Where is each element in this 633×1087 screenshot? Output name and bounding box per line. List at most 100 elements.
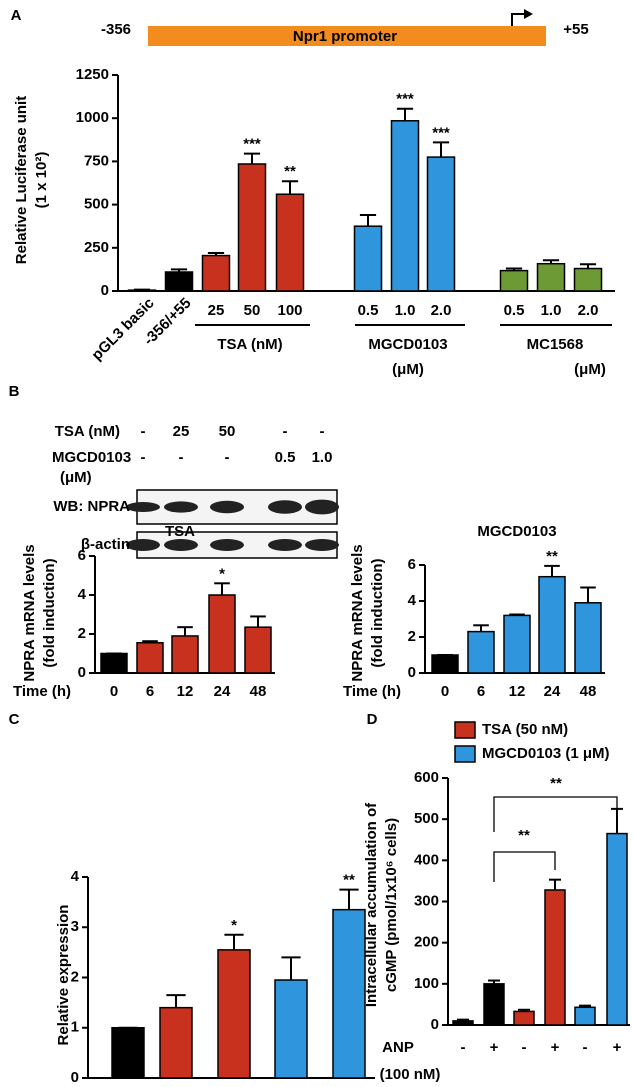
y-tick-label: 3 <box>71 918 79 935</box>
blot-lane-value: - <box>141 423 146 440</box>
bar <box>136 642 164 674</box>
x-tick-label: 6 <box>146 683 154 700</box>
blot-lane-value: - <box>225 449 230 466</box>
bar <box>606 832 628 1026</box>
bar <box>237 163 267 292</box>
bar <box>467 630 495 674</box>
tss-arrow <box>511 13 526 26</box>
x-tick-label: - <box>583 1039 588 1056</box>
x-tick-label: + <box>551 1039 560 1056</box>
x-tick-label: 0 <box>441 683 449 700</box>
x-tick-label: 48 <box>250 683 267 700</box>
x-axis-label: Time (h) <box>343 683 401 700</box>
bar <box>544 889 566 1026</box>
y-axis-label: Relative Luciferase unit <box>13 96 30 264</box>
bar <box>431 654 459 674</box>
bar <box>100 652 128 674</box>
x-tick-label: 12 <box>509 683 526 700</box>
bar <box>573 267 603 292</box>
bar <box>275 193 305 292</box>
chart-title: MGCD0103 <box>477 523 556 540</box>
x-tick-label: 6 <box>477 683 485 700</box>
blot-lane-value: - <box>179 449 184 466</box>
y-tick-label: 2 <box>78 625 86 642</box>
blot-band <box>126 539 160 551</box>
legend-swatch <box>454 745 476 763</box>
bar <box>332 908 366 1079</box>
x-axis-label: (100 nM) <box>380 1066 441 1083</box>
group-label: (μM) <box>392 361 424 378</box>
blot-band <box>268 539 302 551</box>
y-axis-label: (1 x 10²) <box>33 152 50 209</box>
y-axis-label: (fold induction) <box>41 558 58 667</box>
x-tick-label: 12 <box>177 683 194 700</box>
y-axis-label: cGMP (pmol/1x10⁶ cells) <box>383 818 400 992</box>
blot-row-label: MGCD0103 <box>52 449 131 466</box>
significance: ** <box>546 548 558 565</box>
bar <box>217 949 251 1079</box>
y-tick-label: 1000 <box>76 109 109 126</box>
x-tick-label: 1.0 <box>541 302 562 319</box>
bracket-label: ** <box>550 775 562 792</box>
y-axis-label: Intracellular accumulation of <box>363 802 380 1007</box>
blot-lane-value: - <box>283 423 288 440</box>
bar <box>483 983 505 1026</box>
blot-band <box>164 539 198 551</box>
significance: ** <box>284 163 296 180</box>
y-tick-label: 250 <box>84 239 109 256</box>
x-tick-label: 25 <box>208 302 225 319</box>
chart-title: TSA <box>165 523 195 540</box>
blot-band <box>210 539 244 551</box>
bar <box>159 1006 193 1079</box>
y-tick-label: 750 <box>84 152 109 169</box>
tss-arrowhead <box>524 9 533 19</box>
bar <box>574 1006 596 1026</box>
promoter-end: +55 <box>563 21 588 38</box>
y-axis-label: NPRA mRNA levels <box>21 544 38 681</box>
x-tick-label: 0.5 <box>358 302 379 319</box>
panel-label: B <box>9 383 20 400</box>
x-tick-label: 24 <box>214 683 231 700</box>
blot-band <box>268 500 302 514</box>
x-tick-label: 0.5 <box>504 302 525 319</box>
significance: ** <box>343 872 355 889</box>
significance: * <box>231 917 237 934</box>
y-tick-label: 6 <box>408 556 416 573</box>
group-label: (μM) <box>574 361 606 378</box>
y-tick-label: 1 <box>71 1019 79 1036</box>
bar <box>274 979 308 1079</box>
bar <box>164 271 194 292</box>
x-tick-label: + <box>490 1039 499 1056</box>
x-axis-label: ANP <box>382 1039 414 1056</box>
group-label: MC1568 <box>527 336 584 353</box>
bar <box>171 635 199 674</box>
blot-row-label: (μM) <box>60 469 92 486</box>
bar <box>353 225 383 292</box>
x-axis-label: Time (h) <box>13 683 71 700</box>
x-tick-label: - <box>461 1039 466 1056</box>
y-tick-label: 0 <box>78 664 86 681</box>
blot-lane-value: 50 <box>219 423 236 440</box>
bar <box>503 614 531 674</box>
y-tick-label: 0 <box>101 282 109 299</box>
blot-band <box>126 502 160 512</box>
x-tick-label: 2.0 <box>578 302 599 319</box>
bar <box>452 1020 474 1026</box>
y-tick-label: 0 <box>431 1016 439 1033</box>
bracket-label: ** <box>518 827 530 844</box>
legend-label: TSA (50 nM) <box>482 721 568 738</box>
bar <box>574 602 602 674</box>
x-tick-label: 100 <box>277 302 302 319</box>
y-tick-label: 600 <box>414 769 439 786</box>
bar <box>536 262 566 292</box>
promoter-name: Npr1 promoter <box>293 28 397 45</box>
blot-row-label: TSA (nM) <box>55 423 120 440</box>
blot-lane-value: 25 <box>173 423 190 440</box>
x-tick-label: 24 <box>544 683 561 700</box>
bar <box>111 1027 145 1079</box>
bar <box>390 120 420 292</box>
blot-lane-value: 1.0 <box>312 449 333 466</box>
y-tick-label: 400 <box>414 851 439 868</box>
significance-bracket <box>493 796 618 832</box>
